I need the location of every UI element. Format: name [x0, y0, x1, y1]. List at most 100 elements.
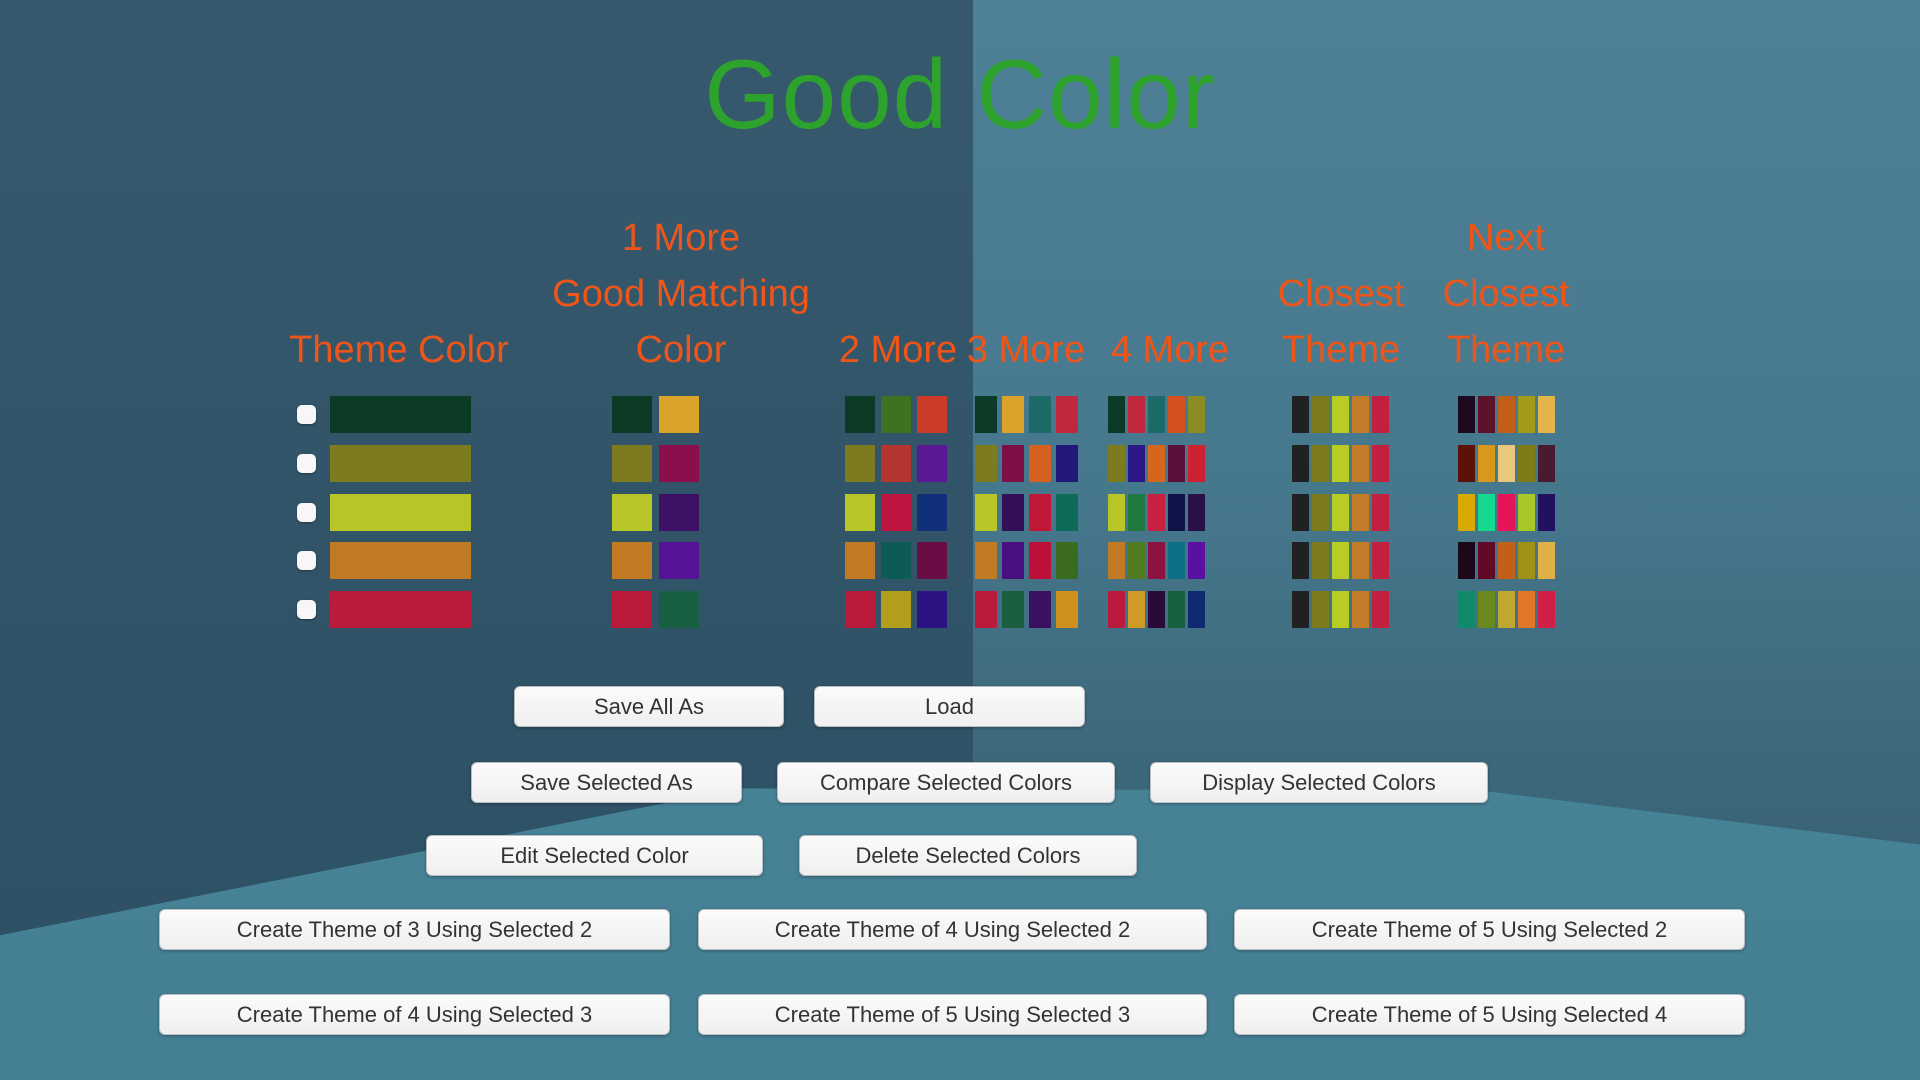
header-one-more-line3: Color — [635, 329, 727, 371]
two-more-swatch — [845, 542, 875, 580]
header-one-more: 1 More Good Matching Color — [552, 210, 810, 378]
row-select-checkbox[interactable] — [297, 551, 316, 571]
one-more-swatch — [612, 591, 652, 628]
theme-color-swatch — [330, 396, 471, 433]
three-more-swatch — [975, 444, 997, 482]
next-closest-swatch — [1478, 591, 1495, 628]
row-select-checkbox[interactable] — [297, 502, 316, 522]
one-more-swatch — [612, 396, 652, 433]
next-closest-swatch — [1458, 493, 1475, 531]
create-theme-4-selected-2-button[interactable]: Create Theme of 4 Using Selected 2 — [698, 909, 1207, 950]
header-theme-color: Theme Color — [289, 329, 509, 371]
next-closest-swatch — [1538, 396, 1555, 433]
four-more-swatch — [1128, 542, 1145, 580]
header-next-closest-theme: Next Closest Theme — [1443, 210, 1570, 378]
create-theme-5-selected-4-button[interactable]: Create Theme of 5 Using Selected 4 — [1234, 994, 1745, 1035]
header-next-closest-line2: Closest — [1442, 273, 1570, 315]
two-more-swatch — [881, 444, 911, 482]
three-more-swatch — [1029, 591, 1051, 628]
next-closest-swatch — [1478, 493, 1495, 531]
three-more-swatch — [1056, 396, 1078, 433]
next-closest-swatch — [1518, 542, 1535, 580]
header-closest-line2: Theme — [1281, 329, 1401, 371]
three-more-swatch — [1002, 396, 1024, 433]
three-more-swatch — [1002, 493, 1024, 531]
closest-swatch — [1352, 493, 1369, 531]
two-more-swatch — [917, 591, 947, 628]
delete-selected-colors-button[interactable]: Delete Selected Colors — [799, 835, 1137, 876]
next-closest-swatch — [1538, 493, 1555, 531]
closest-swatch — [1292, 542, 1309, 580]
next-closest-swatch — [1538, 591, 1555, 628]
three-more-swatch — [1029, 542, 1051, 580]
two-more-swatch — [881, 493, 911, 531]
compare-selected-colors-button[interactable]: Compare Selected Colors — [777, 762, 1115, 803]
four-more-swatch — [1148, 591, 1165, 628]
display-selected-colors-button[interactable]: Display Selected Colors — [1150, 762, 1488, 803]
theme-color-swatch — [330, 591, 471, 628]
create-theme-5-selected-2-button[interactable]: Create Theme of 5 Using Selected 2 — [1234, 909, 1745, 950]
four-more-swatch — [1128, 396, 1145, 433]
closest-swatch — [1332, 444, 1349, 482]
next-closest-swatch — [1458, 591, 1475, 628]
closest-swatch — [1332, 396, 1349, 433]
three-more-swatch — [1002, 444, 1024, 482]
next-closest-swatch — [1518, 396, 1535, 433]
three-more-swatch — [1029, 396, 1051, 433]
closest-swatch — [1352, 591, 1369, 628]
closest-swatch — [1372, 591, 1389, 628]
one-more-swatch — [659, 396, 699, 433]
four-more-swatch — [1188, 591, 1205, 628]
next-closest-swatch — [1538, 542, 1555, 580]
closest-swatch — [1292, 493, 1309, 531]
next-closest-swatch — [1498, 396, 1515, 433]
two-more-swatch — [917, 396, 947, 433]
closest-swatch — [1332, 591, 1349, 628]
create-theme-3-selected-2-button[interactable]: Create Theme of 3 Using Selected 2 — [159, 909, 670, 950]
create-theme-5-selected-3-button[interactable]: Create Theme of 5 Using Selected 3 — [698, 994, 1207, 1035]
closest-swatch — [1332, 542, 1349, 580]
four-more-swatch — [1168, 493, 1185, 531]
load-button[interactable]: Load — [814, 686, 1085, 727]
three-more-swatch — [1056, 444, 1078, 482]
row-select-checkbox[interactable] — [297, 453, 316, 473]
next-closest-swatch — [1498, 444, 1515, 482]
four-more-swatch — [1188, 493, 1205, 531]
closest-swatch — [1372, 493, 1389, 531]
two-more-swatch — [917, 542, 947, 580]
next-closest-swatch — [1458, 396, 1475, 433]
four-more-swatch — [1148, 493, 1165, 531]
closest-swatch — [1352, 396, 1369, 433]
next-closest-swatch — [1458, 444, 1475, 482]
next-closest-swatch — [1458, 542, 1475, 580]
row-select-checkbox[interactable] — [297, 405, 316, 424]
four-more-swatch — [1108, 444, 1125, 482]
three-more-swatch — [1002, 591, 1024, 628]
three-more-swatch — [1056, 591, 1078, 628]
edit-selected-color-button[interactable]: Edit Selected Color — [426, 835, 763, 876]
closest-swatch — [1312, 444, 1329, 482]
three-more-swatch — [975, 591, 997, 628]
closest-swatch — [1312, 493, 1329, 531]
three-more-swatch — [975, 396, 997, 433]
row-select-checkbox[interactable] — [297, 600, 316, 619]
closest-swatch — [1352, 444, 1369, 482]
save-selected-as-button[interactable]: Save Selected As — [471, 762, 742, 803]
header-one-more-line1: 1 More — [621, 217, 741, 259]
three-more-swatch — [1056, 542, 1078, 580]
next-closest-swatch — [1478, 444, 1495, 482]
two-more-swatch — [845, 591, 875, 628]
closest-swatch — [1372, 396, 1389, 433]
header-three-more: 3 More — [966, 329, 1086, 371]
header-two-more: 2 More — [838, 329, 958, 371]
two-more-swatch — [845, 493, 875, 531]
four-more-swatch — [1148, 396, 1165, 433]
one-more-swatch — [659, 444, 699, 482]
closest-swatch — [1372, 444, 1389, 482]
create-theme-4-selected-3-button[interactable]: Create Theme of 4 Using Selected 3 — [159, 994, 670, 1035]
four-more-swatch — [1128, 591, 1145, 628]
save-all-as-button[interactable]: Save All As — [514, 686, 784, 727]
three-more-swatch — [1029, 444, 1051, 482]
four-more-swatch — [1168, 444, 1185, 482]
